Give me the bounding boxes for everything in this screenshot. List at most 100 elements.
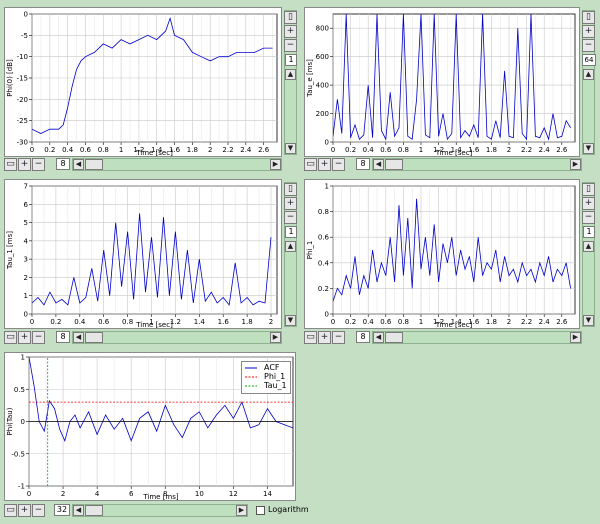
x-tick-label: 1.8 <box>242 318 253 326</box>
magnifier-minus-icon[interactable]: − <box>332 158 345 171</box>
y-tick-label: 1 <box>325 183 329 191</box>
scroll-up-icon[interactable]: ▲ <box>583 69 594 80</box>
x-tick-label: 2 <box>507 146 511 154</box>
scroll-down-icon[interactable]: ▼ <box>285 143 296 154</box>
magnifier-plus-icon[interactable]: + <box>582 25 595 38</box>
magnifier-plus-icon[interactable]: + <box>582 197 595 210</box>
scroll-thumb[interactable] <box>85 332 103 343</box>
x-tick-label: 1 <box>419 146 423 154</box>
y-tick-label: 0.8 <box>318 208 329 216</box>
acf-step-value[interactable]: 32 <box>54 504 70 516</box>
magnifier-plus-icon[interactable]: + <box>18 504 31 517</box>
scroll-down-icon[interactable]: ▼ <box>583 315 594 326</box>
magnifier-minus-icon[interactable]: − <box>582 39 595 52</box>
y-tick-label: -5 <box>21 32 28 40</box>
scroll-up-icon[interactable]: ▲ <box>583 241 594 252</box>
scroll-left-icon[interactable]: ◀ <box>73 505 84 516</box>
magnifier-plus-icon[interactable]: + <box>284 25 297 38</box>
magnifier-plus-icon[interactable]: + <box>318 158 331 171</box>
fit-window-icon[interactable]: ▭ <box>304 158 317 171</box>
x-tick-label: 2.2 <box>521 146 532 154</box>
logarithm-checkbox[interactable] <box>256 506 265 515</box>
y-tick-label: 7 <box>24 183 28 191</box>
acf-plot-area[interactable]: 0 2 4 6 8 10 12 14 1 0.5 0 -0.5 -1 Time [ms] Phi(Tau) … <box>4 352 296 501</box>
fit-window-icon[interactable]: ▯ <box>582 183 595 196</box>
x-tick-label: 1.2 <box>133 146 144 154</box>
x-tick-label: 1.8 <box>486 146 497 154</box>
magnifier-plus-icon[interactable]: + <box>318 331 331 344</box>
scroll-left-icon[interactable]: ◀ <box>373 332 384 343</box>
tau-e-horizontal-scrollbar[interactable]: ◀ ▶ <box>372 158 582 171</box>
phi-1-step-value[interactable]: 8 <box>356 331 370 343</box>
magnifier-minus-icon[interactable]: − <box>32 331 45 344</box>
tau-1-plot-area[interactable]: 0 0.2 0.4 0.6 0.8 1 1.2 1.4 1.6 1.8 2 0 1 2 3 4 5 6 7 Time … <box>4 179 282 329</box>
scroll-right-icon[interactable]: ▶ <box>270 332 281 343</box>
scroll-right-icon[interactable]: ▶ <box>236 505 247 516</box>
acf-horizontal-scrollbar[interactable]: ◀ ▶ <box>72 504 248 517</box>
scroll-thumb[interactable] <box>85 505 103 516</box>
phi-1-side-value[interactable]: 1 <box>583 226 595 238</box>
tau-e-step-value[interactable]: 8 <box>356 158 370 170</box>
phi-1-bottom-toolbar: ▭ + − 8 ◀ ▶ <box>304 331 596 345</box>
fit-window-icon[interactable]: ▯ <box>582 11 595 24</box>
tau-1-step-value[interactable]: 8 <box>56 331 70 343</box>
x-tick-label: 1.4 <box>151 146 163 154</box>
phi-1-horizontal-scrollbar[interactable]: ◀ ▶ <box>372 331 582 344</box>
fit-window-icon[interactable]: ▭ <box>304 331 317 344</box>
scroll-up-icon[interactable]: ▲ <box>285 69 296 80</box>
x-tick-label: 1.8 <box>187 146 198 154</box>
x-axis-label: Time [ms] <box>142 493 179 500</box>
y-tick-label: 2 <box>24 274 28 282</box>
phi0-plot-area[interactable]: 0 0.2 0.4 0.6 0.8 1 1.2 1.4 1.6 1.8 2 2.2 2.4 2.6 0 -5 -… <box>4 7 282 157</box>
phi0-horizontal-scrollbar[interactable]: ◀ ▶ <box>72 158 282 171</box>
x-tick-label: 0.8 <box>398 146 409 154</box>
magnifier-minus-icon[interactable]: − <box>284 211 297 224</box>
scroll-right-icon[interactable]: ▶ <box>570 159 581 170</box>
tau-1-horizontal-scrollbar[interactable]: ◀ ▶ <box>72 331 282 344</box>
tau-1-side-toolbar: ▯ + − 1 ▲ ▼ <box>284 182 297 327</box>
magnifier-minus-icon[interactable]: − <box>582 211 595 224</box>
series-line-trace <box>32 16 273 134</box>
scroll-down-icon[interactable]: ▼ <box>285 315 296 326</box>
fit-window-icon[interactable]: ▭ <box>4 158 17 171</box>
scroll-left-icon[interactable]: ◀ <box>73 332 84 343</box>
scroll-up-icon[interactable]: ▲ <box>285 241 296 252</box>
tau-1-side-value[interactable]: 1 <box>285 226 297 238</box>
phi0-step-value[interactable]: 8 <box>56 158 70 170</box>
magnifier-minus-icon[interactable]: − <box>332 331 345 344</box>
x-tick-label: 2.4 <box>539 146 551 154</box>
scroll-left-icon[interactable]: ◀ <box>373 159 384 170</box>
series-line-acf <box>29 357 293 443</box>
scroll-down-icon[interactable]: ▼ <box>583 143 594 154</box>
scroll-right-icon[interactable]: ▶ <box>270 159 281 170</box>
x-axis-label: Time [sec] <box>135 321 173 328</box>
magnifier-plus-icon[interactable]: + <box>18 331 31 344</box>
magnifier-minus-icon[interactable]: − <box>32 158 45 171</box>
scroll-right-icon[interactable]: ▶ <box>570 332 581 343</box>
magnifier-minus-icon[interactable]: − <box>284 39 297 52</box>
x-tick-label: 0.4 <box>363 318 375 326</box>
fit-window-icon[interactable]: ▭ <box>4 504 17 517</box>
scroll-thumb[interactable] <box>385 159 403 170</box>
x-tick-label: 4 <box>95 490 100 498</box>
scroll-thumb[interactable] <box>85 159 103 170</box>
x-tick-label: 1.8 <box>486 318 497 326</box>
x-tick-label: 2 <box>61 490 65 498</box>
scroll-left-icon[interactable]: ◀ <box>73 159 84 170</box>
phi0-side-value[interactable]: 1 <box>285 54 297 66</box>
scroll-thumb[interactable] <box>385 332 403 343</box>
y-tick-label: -1 <box>18 483 25 491</box>
tau-e-plot-area[interactable]: 0 0.2 0.4 0.6 0.8 1 1.2 1.4 1.6 1.8 2 2.2 2.4 2.6 0 200… <box>304 7 580 157</box>
magnifier-minus-icon[interactable]: − <box>32 504 45 517</box>
x-tick-label: 0.8 <box>98 146 109 154</box>
magnifier-plus-icon[interactable]: + <box>284 197 297 210</box>
magnifier-plus-icon[interactable]: + <box>18 158 31 171</box>
tau-e-side-value[interactable]: 64 <box>582 54 596 66</box>
x-tick-label: 0.8 <box>122 318 133 326</box>
x-tick-label: 8 <box>163 490 167 498</box>
fit-window-icon[interactable]: ▯ <box>284 183 297 196</box>
phi-1-plot-area[interactable]: 0 0.2 0.4 0.6 0.8 1 1.2 1.4 1.6 1.8 2 2.2 2.4 2.6 0 0.2… <box>304 179 580 329</box>
fit-window-icon[interactable]: ▭ <box>4 331 17 344</box>
fit-window-icon[interactable]: ▯ <box>284 11 297 24</box>
x-tick-label: 0 <box>27 490 31 498</box>
